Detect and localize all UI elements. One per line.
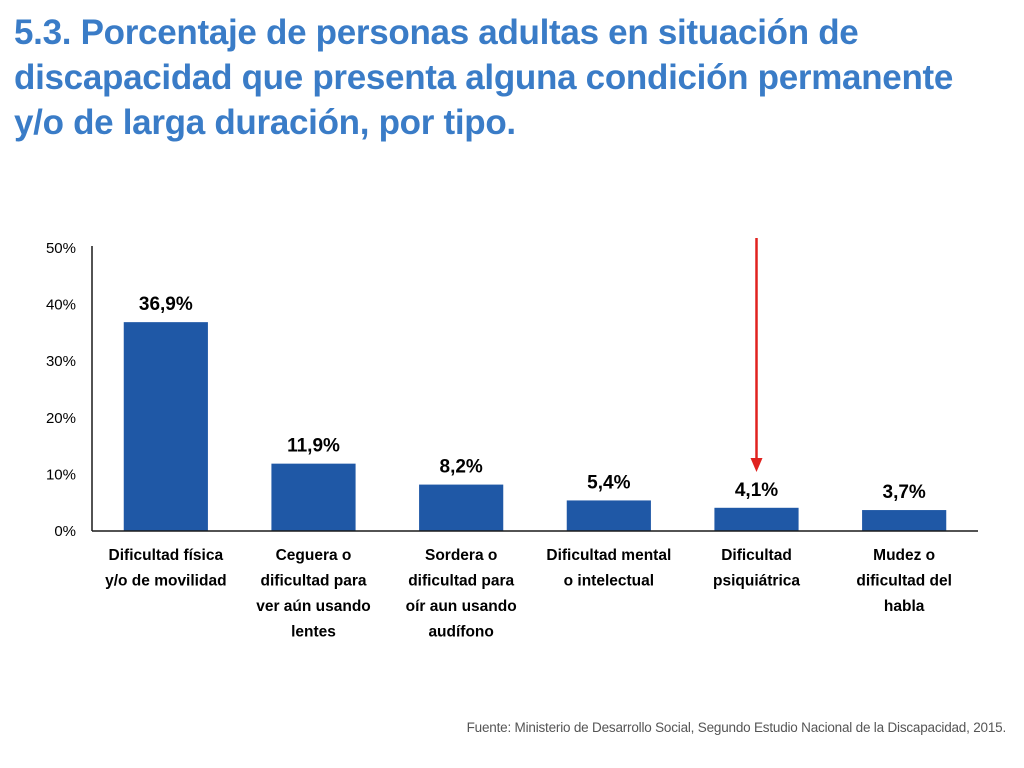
annotation-arrow <box>750 238 763 472</box>
data-label: 5,4% <box>587 472 630 493</box>
category-label: Ceguera o dificultad para ver aún usando le… <box>256 547 371 641</box>
data-label: 36,9% <box>139 294 193 315</box>
bar <box>714 507 799 531</box>
y-tick-label: 10% <box>46 466 76 483</box>
bars <box>123 322 947 531</box>
category-label-line: psiquiátrica <box>713 573 800 590</box>
slide-title: 5.3. Porcentaje de personas adultas en s… <box>14 13 954 142</box>
y-tick-label: 0% <box>54 523 76 540</box>
category-labels: Dificultad física y/o de movilidad Ceguera… <box>105 547 952 641</box>
category-label: Dificultad mental o intelectual <box>546 547 671 590</box>
bar <box>419 484 504 531</box>
arrow-head <box>750 458 763 472</box>
category-label-line: Dificultad física <box>109 547 224 564</box>
category-label-line: o intelectual <box>564 573 654 590</box>
data-label: 4,1% <box>735 480 778 501</box>
data-labels: 36,9% 11,9% 8,2% 5,4% 4,1% 3,7% <box>139 294 926 503</box>
bar <box>123 322 208 531</box>
category-label-line: habla <box>884 598 925 615</box>
data-label: 8,2% <box>440 457 483 478</box>
y-tick-label: 20% <box>46 410 76 427</box>
category-label-line: Dificultad <box>721 547 792 564</box>
category-label-line: dificultad para <box>261 573 367 590</box>
category-label-line: Mudez o <box>873 547 935 564</box>
data-label: 11,9% <box>287 436 340 457</box>
y-tick-label: 30% <box>46 353 76 370</box>
y-tick-label: 40% <box>46 297 76 314</box>
source-note: Fuente: Ministerio de Desarrollo Social,… <box>466 720 1007 735</box>
category-label: Sordera o dificultad para oír aun usando au… <box>406 547 517 641</box>
category-label: Dificultad física y/o de movilidad <box>105 547 226 590</box>
y-tick-label: 50% <box>46 240 76 257</box>
data-label: 3,7% <box>883 482 926 503</box>
category-label-line: ver aún usando <box>256 598 371 615</box>
category-label-line: Dificultad mental <box>546 547 671 564</box>
category-label: Dificultad psiquiátrica <box>713 547 800 590</box>
bar-chart: 0% 10% 20% 30% 40% 50% 36,9% 11,9% 8,2% 5,4% 4,1%… <box>46 238 978 641</box>
category-label-line: dificultad del <box>856 573 952 590</box>
category-label-line: dificultad para <box>408 573 514 590</box>
bar <box>271 463 356 531</box>
y-axis-ticks: 0% 10% 20% 30% 40% 50% <box>46 240 76 540</box>
category-label-line: audífono <box>428 624 493 641</box>
bar <box>862 510 947 531</box>
category-label-line: Sordera o <box>425 547 497 564</box>
category-label-line: y/o de movilidad <box>105 573 226 590</box>
category-label-line: oír aun usando <box>406 598 517 615</box>
category-label-line: lentes <box>291 624 336 641</box>
category-label: Mudez o dificultad del habla <box>856 547 952 615</box>
category-label-line: Ceguera o <box>276 547 352 564</box>
bar <box>566 500 651 531</box>
